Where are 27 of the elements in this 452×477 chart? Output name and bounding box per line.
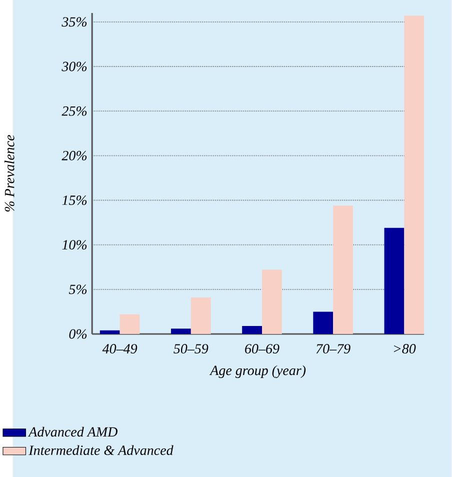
y-tick-label: 5% <box>69 284 87 294</box>
y-tick-label: 25% <box>62 106 87 116</box>
bar <box>100 330 120 334</box>
bar <box>333 206 354 334</box>
legend-label: Intermediate & Advanced <box>28 445 174 456</box>
x-tick-label: 70–79 <box>316 344 350 354</box>
bar <box>171 328 191 334</box>
y-tick-label: 10% <box>62 240 87 250</box>
bar <box>191 297 211 334</box>
y-tick-label: 35% <box>62 17 87 27</box>
bar <box>242 326 262 334</box>
y-tick-label: 20% <box>62 150 87 160</box>
bar <box>384 228 404 334</box>
bar <box>120 314 140 334</box>
y-tick-label: 0% <box>69 329 87 339</box>
y-tick-label: 30% <box>62 62 87 72</box>
bar <box>404 16 424 334</box>
x-tick-label: 40–49 <box>102 344 138 354</box>
x-tick-label: 50–59 <box>174 344 208 354</box>
y-axis-title: % Prevalence <box>4 135 14 212</box>
x-tick-label: 60–69 <box>245 344 280 354</box>
y-tick-label: 15% <box>62 196 87 205</box>
bar <box>262 270 282 334</box>
x-tick-label: >80 <box>394 344 416 354</box>
x-axis-title: Age group (year) <box>209 365 306 378</box>
legend-label: Advanced AMD <box>28 426 118 437</box>
bar <box>313 312 334 334</box>
